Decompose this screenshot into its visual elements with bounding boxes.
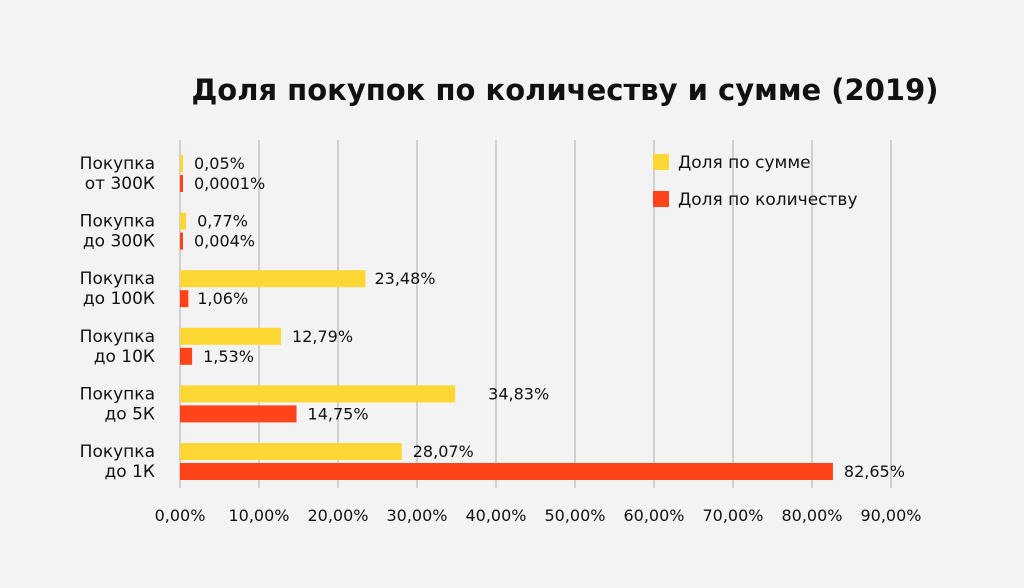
legend-swatch — [653, 154, 669, 170]
category-label: Покупка — [80, 384, 155, 404]
data-label: 82,65% — [844, 462, 905, 481]
x-tick-labels: 0,00% 10,00% 20,00% 30,00% 40,00% 50,00% 60,00… — [155, 506, 922, 525]
x-tick-label: 60,00% — [623, 506, 684, 525]
bar — [180, 232, 183, 250]
bar — [180, 212, 187, 230]
category-label: до 300К — [83, 232, 155, 252]
data-label: 28,07% — [413, 442, 474, 461]
bar — [180, 405, 297, 423]
bar — [180, 290, 189, 308]
x-tick-label: 20,00% — [307, 506, 368, 525]
x-tick-label: 50,00% — [544, 506, 605, 525]
data-label: 1,06% — [197, 289, 248, 308]
bar — [180, 155, 183, 172]
data-label: 0,004% — [194, 232, 255, 251]
category-label: Покупка — [80, 442, 155, 462]
legend: Доля по сумме Доля по количеству — [653, 153, 858, 210]
bar — [180, 443, 402, 460]
category-label: от 300К — [85, 174, 155, 194]
bar — [180, 347, 193, 365]
category-label: до 5К — [105, 404, 155, 424]
bar — [180, 385, 456, 403]
category-label: Покупка — [80, 154, 155, 174]
bar — [180, 327, 282, 345]
data-label: 12,79% — [292, 327, 353, 346]
chart-title: Доля покупок по количеству и сумме (2019… — [191, 73, 938, 107]
legend-label: Доля по количеству — [678, 190, 858, 210]
x-tick-label: 0,00% — [155, 506, 206, 525]
x-tick-label: 30,00% — [386, 506, 447, 525]
bars: 0,05%0,0001% 0,77%0,004% 23,48% 1,06% 12,79%… — [180, 154, 905, 481]
legend-swatch — [653, 191, 669, 207]
data-label: 1,53% — [203, 347, 254, 366]
data-label: 0,77% — [197, 212, 248, 231]
category-label: Покупка — [80, 269, 155, 289]
bar — [180, 175, 183, 192]
category-label: Покупка — [80, 327, 155, 347]
data-label: 0,0001% — [194, 174, 265, 193]
x-tick-label: 10,00% — [228, 506, 289, 525]
bar — [180, 463, 833, 480]
legend-label: Доля по сумме — [678, 153, 811, 173]
x-tick-label: 70,00% — [702, 506, 763, 525]
data-label: 14,75% — [308, 404, 369, 423]
data-label: 0,05% — [194, 154, 245, 173]
data-label: 34,83% — [488, 384, 549, 403]
category-label: до 1К — [105, 462, 155, 482]
category-label: до 100К — [83, 289, 155, 309]
category-label: Покупка — [80, 212, 155, 232]
x-tick-label: 80,00% — [781, 506, 842, 525]
x-tick-label: 90,00% — [860, 506, 921, 525]
data-label: 23,48% — [374, 269, 435, 288]
category-label: до 10К — [94, 347, 155, 367]
x-tick-label: 40,00% — [465, 506, 526, 525]
bar — [180, 270, 366, 288]
